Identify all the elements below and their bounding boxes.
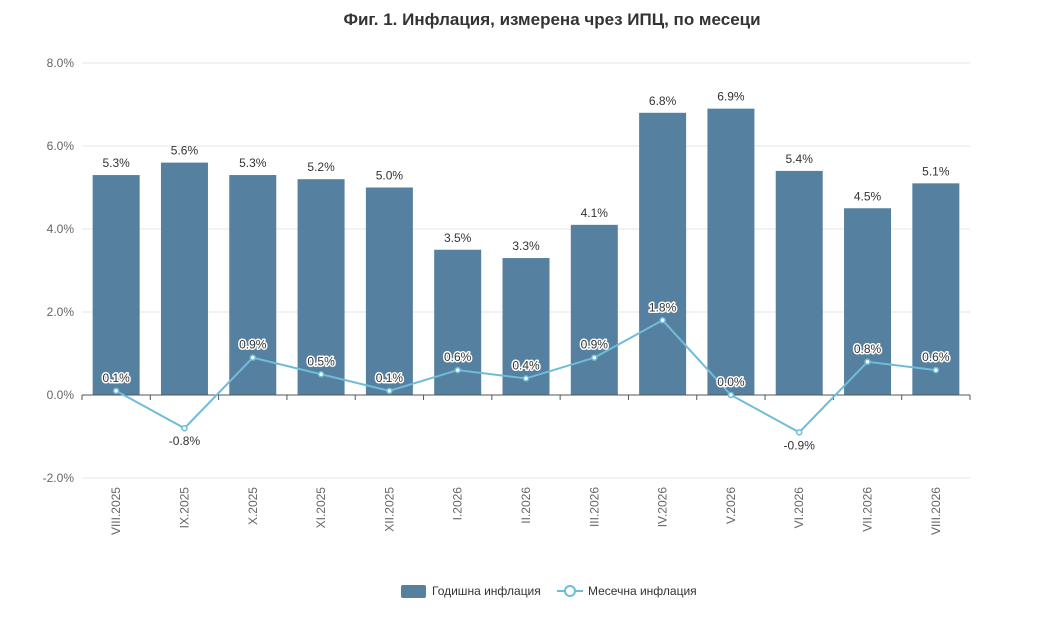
- line-point[interactable]: [386, 387, 393, 395]
- line-data-label: 0.8%: [854, 342, 882, 356]
- y-axis-ticks: -2.0% 0.0% 2.0% 4.0% 6.0% 8.0%: [43, 56, 75, 485]
- bar-data-label: 5.3%: [102, 156, 130, 170]
- x-category-label: I.2026: [451, 487, 465, 521]
- y-tick-label: 6.0%: [47, 139, 75, 153]
- bar[interactable]: [160, 162, 208, 395]
- line-data-label: 0.6%: [922, 350, 950, 364]
- line-data-label: 0.9%: [239, 338, 267, 352]
- legend-line-label[interactable]: Месечна инфлация: [588, 584, 697, 598]
- line-data-label: 0.9%: [581, 338, 609, 352]
- y-tick-label: 2.0%: [47, 305, 75, 319]
- line-data-label: 0.1%: [102, 371, 130, 385]
- line-point[interactable]: [795, 429, 803, 436]
- line-data-label: 0.4%: [512, 358, 540, 372]
- bar[interactable]: [707, 108, 755, 396]
- x-category-label: XII.2025: [382, 487, 396, 532]
- bar[interactable]: [570, 224, 618, 395]
- data-labels: 5.3% 5.6% 5.3% 5.2% 5.0% 3.5% 3.3% 4.1% 6.8% 6.9%…: [101, 90, 951, 454]
- line-point[interactable]: [591, 354, 598, 361]
- legend-line-marker[interactable]: [564, 585, 576, 597]
- bar-data-label: 5.6%: [171, 144, 199, 158]
- x-category-label: III.2026: [587, 487, 601, 527]
- bar[interactable]: [844, 208, 892, 395]
- bar[interactable]: [775, 170, 823, 395]
- line-point[interactable]: [249, 354, 257, 361]
- bar-data-label: 3.5%: [444, 231, 472, 245]
- y-tick-label: 0.0%: [47, 388, 75, 402]
- x-category-label: II.2026: [519, 487, 533, 524]
- x-category-label: IV.2026: [656, 487, 670, 528]
- x-axis: [81, 394, 971, 400]
- line-point[interactable]: [522, 375, 530, 382]
- chart-title: Фиг. 1. Инфлация, измерена чрез ИПЦ, по …: [343, 10, 760, 29]
- line-data-label: -0.9%: [784, 438, 816, 452]
- bar-data-label: 5.3%: [239, 156, 267, 170]
- line-data-label: 0.1%: [376, 371, 404, 385]
- legend-bar-label[interactable]: Годишна инфлация: [432, 584, 541, 598]
- bar-data-label: 5.2%: [307, 160, 335, 174]
- line-data-label: -0.8%: [169, 434, 201, 448]
- bar-data-label: 6.8%: [649, 94, 677, 108]
- line-point[interactable]: [864, 358, 871, 366]
- line-point[interactable]: [932, 366, 940, 374]
- x-category-label: XI.2025: [314, 487, 328, 529]
- x-category-label: V.2026: [724, 487, 738, 524]
- bar-data-label: 5.1%: [922, 164, 950, 178]
- bar[interactable]: [365, 187, 413, 396]
- x-category-label: X.2025: [246, 487, 260, 525]
- bar[interactable]: [92, 175, 140, 395]
- bar-data-label: 4.1%: [581, 206, 609, 220]
- line-series: [112, 317, 940, 436]
- line-point[interactable]: [181, 424, 188, 432]
- bar-data-label: 6.9%: [717, 90, 745, 104]
- line-point[interactable]: [454, 366, 461, 374]
- line-point[interactable]: [112, 387, 120, 395]
- y-tick-label: -2.0%: [43, 471, 75, 485]
- bar[interactable]: [912, 183, 960, 395]
- line-point[interactable]: [317, 371, 325, 378]
- y-tick-label: 8.0%: [47, 56, 75, 70]
- x-category-label: VII.2026: [861, 487, 875, 532]
- y-tick-label: 4.0%: [47, 222, 75, 236]
- line-data-label: 0.6%: [444, 350, 472, 364]
- legend: Годишна инфлация Месечна инфлация: [401, 584, 697, 598]
- bar-data-label: 5.0%: [376, 169, 404, 183]
- legend-bar-swatch[interactable]: [401, 585, 426, 598]
- line-data-label: 1.8%: [649, 300, 677, 314]
- bar-data-label: 3.3%: [512, 239, 540, 253]
- line-point[interactable]: [659, 317, 666, 324]
- x-category-label: IX.2025: [177, 487, 191, 529]
- bar-data-label: 5.4%: [786, 152, 814, 166]
- x-category-label: VI.2026: [792, 487, 806, 529]
- bar[interactable]: [502, 258, 550, 395]
- x-axis-categories: VIII.2025 IX.2025 X.2025 XI.2025 XII.2025 I.2…: [109, 487, 943, 535]
- line-data-label: 0.0%: [717, 375, 745, 389]
- x-category-label: VIII.2026: [929, 487, 943, 535]
- bar[interactable]: [297, 179, 345, 395]
- bar-data-label: 4.5%: [854, 189, 882, 203]
- line-point[interactable]: [727, 391, 735, 399]
- x-category-label: VIII.2025: [109, 487, 123, 535]
- line-data-label: 0.5%: [307, 354, 335, 368]
- bar[interactable]: [639, 112, 687, 396]
